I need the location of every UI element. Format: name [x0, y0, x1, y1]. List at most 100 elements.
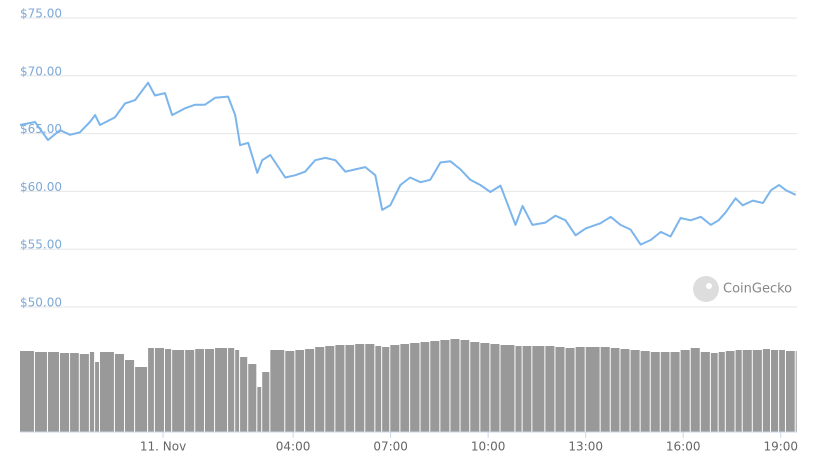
volume-bar — [390, 345, 400, 432]
watermark-logo-eye — [706, 283, 712, 289]
volume-bar — [460, 340, 470, 432]
volume-bar — [785, 351, 795, 432]
price-line — [19, 81, 797, 246]
volume-bar — [99, 352, 114, 432]
volume-bar — [420, 342, 430, 432]
volume-bar — [660, 352, 670, 432]
volume-bar — [248, 364, 257, 432]
volume-bar — [735, 350, 742, 432]
volume-bar — [148, 348, 154, 432]
plot: $50.00$55.00$60.00$65.00$70.00$75.0011. … — [19, 7, 798, 454]
volume-bar — [204, 349, 215, 432]
volume-bar — [545, 346, 555, 432]
x-tick-label: 19:00 — [763, 440, 798, 454]
volume-bar — [620, 349, 630, 432]
x-tick-label: 10:00 — [471, 440, 506, 454]
volume-bar — [490, 344, 500, 432]
volume-bar — [532, 346, 545, 432]
volume-bar — [770, 350, 779, 432]
volume-bar — [522, 346, 532, 432]
volume-bar — [172, 350, 185, 432]
volume-bar — [59, 353, 70, 432]
volume-bar — [228, 348, 235, 432]
volume-bar — [240, 357, 248, 432]
y-tick-label: $75.00 — [20, 7, 62, 21]
volume-bar — [575, 347, 585, 432]
volume-bar — [555, 347, 565, 432]
volume-bar — [262, 372, 270, 432]
volume-bar — [235, 350, 240, 432]
volume-bar — [450, 339, 460, 432]
watermark-logo — [693, 276, 719, 302]
volume-bar — [257, 387, 262, 432]
volume-bar — [70, 353, 79, 432]
volume-bar — [515, 346, 522, 432]
volume-bar — [95, 362, 99, 432]
volume-bar — [752, 350, 762, 432]
volume-bar — [585, 347, 600, 432]
volume-bar — [185, 350, 195, 432]
volume-bar — [325, 346, 335, 432]
volume-bar — [315, 347, 325, 432]
volume-bar — [742, 350, 752, 432]
volume-bar — [164, 349, 172, 432]
volume-bar — [375, 346, 382, 432]
volume-bar — [718, 352, 725, 432]
x-tick-label: 07:00 — [373, 440, 408, 454]
volume-bar — [690, 348, 700, 432]
volume-bar — [34, 352, 47, 432]
watermark-text: CoinGecko — [723, 282, 792, 297]
volume-bar — [600, 347, 610, 432]
volume-bar — [154, 348, 164, 432]
x-tick-label: 11. Nov — [140, 440, 186, 454]
volume-bar — [795, 351, 797, 432]
volume-bar — [440, 340, 450, 432]
volume-bar — [335, 345, 345, 432]
y-tick-label: $55.00 — [20, 238, 62, 252]
x-tick-label: 16:00 — [666, 440, 701, 454]
volume-bar — [779, 350, 785, 432]
volume-bar — [700, 352, 710, 432]
volume-bar — [285, 351, 295, 432]
volume-bar — [650, 352, 660, 432]
volume-bar — [410, 343, 420, 432]
y-tick-label: $50.00 — [20, 296, 62, 310]
volume-bar — [114, 354, 125, 432]
volume-bar — [365, 344, 375, 432]
volume-bar — [670, 352, 680, 432]
volume-bar — [270, 350, 285, 432]
volume-bar — [480, 343, 490, 432]
volume-bar — [195, 349, 204, 432]
volume-bar — [20, 351, 34, 432]
volume-bar — [382, 347, 390, 432]
x-tick-label: 04:00 — [276, 440, 311, 454]
volume-bar — [305, 349, 315, 432]
y-tick-label: $60.00 — [20, 180, 62, 194]
x-tick-label: 13:00 — [568, 440, 603, 454]
volume-bar — [215, 348, 228, 432]
volume-bar — [125, 360, 135, 432]
volume-bar — [710, 353, 718, 432]
volume-bar — [400, 344, 410, 432]
volume-bar — [630, 350, 640, 432]
volume-bar — [135, 367, 148, 432]
volume-bar — [725, 351, 735, 432]
volume-bar — [79, 354, 89, 432]
watermark: CoinGecko — [693, 276, 792, 302]
volume-bar — [762, 349, 770, 432]
volume-bar — [295, 350, 305, 432]
volume-bar — [430, 341, 440, 432]
volume-bar — [610, 348, 620, 432]
volume-bar — [565, 348, 575, 432]
volume-bar — [500, 345, 515, 432]
volume-bar — [470, 342, 480, 432]
volume-bar — [89, 352, 95, 432]
y-tick-label: $70.00 — [20, 64, 62, 78]
volume-bar — [355, 344, 365, 432]
volume-bar — [640, 351, 650, 432]
volume-bar — [47, 352, 59, 432]
volume-bar — [345, 345, 355, 432]
volume-bar — [680, 350, 690, 432]
